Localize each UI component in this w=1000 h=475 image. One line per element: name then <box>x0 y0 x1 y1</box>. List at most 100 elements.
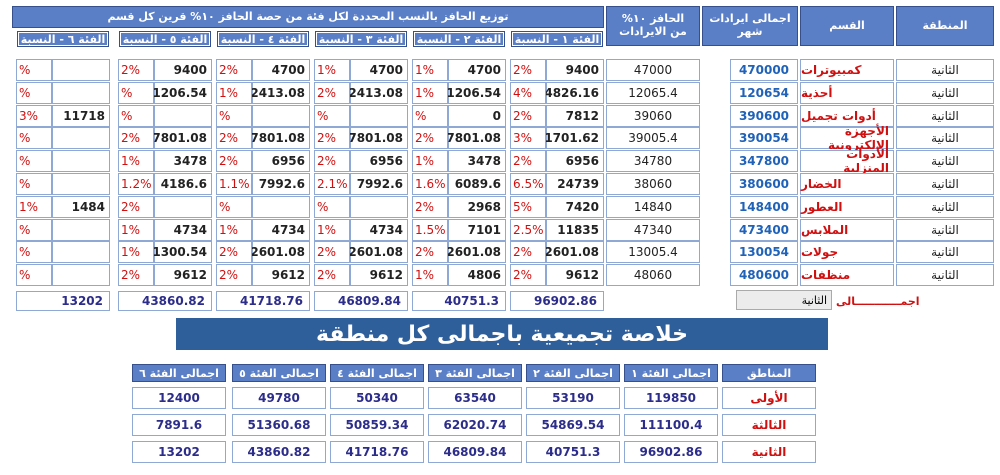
cell-incentive: 47000 <box>606 59 700 81</box>
cell-group-3-percent[interactable]: 2% <box>314 82 350 104</box>
cell-group-2-percent[interactable]: 2% <box>412 196 448 218</box>
cell-group-2-percent[interactable]: 2% <box>412 241 448 263</box>
cell-group-1-percent[interactable]: 4% <box>510 82 546 104</box>
cell-group-2-percent[interactable]: 1.6% <box>412 173 448 195</box>
cell-group-6-percent[interactable]: % <box>16 241 52 263</box>
cell-group-6-percent[interactable]: % <box>16 82 52 104</box>
cell-group-5-value: 1300.54 <box>152 241 212 263</box>
summary-header-group-1: اجمالى الفئة ١ <box>624 364 718 382</box>
cell-section: الخضار <box>800 173 894 195</box>
cell-revenue[interactable]: 390054 <box>730 127 798 149</box>
cell-group-5-percent[interactable]: 2% <box>118 59 154 81</box>
cell-group-2-percent[interactable]: 1% <box>412 59 448 81</box>
cell-group-1-percent[interactable]: 3% <box>510 127 546 149</box>
cell-group-5-percent[interactable]: 1% <box>118 219 154 241</box>
cell-group-4-value: 2413.08 <box>250 82 310 104</box>
cell-group-4-value: 4700 <box>252 59 310 81</box>
totals-label: اجمــــــــــــالى <box>836 294 920 308</box>
cell-group-2-percent[interactable]: 1% <box>412 82 448 104</box>
cell-group-3-percent[interactable]: 1% <box>314 219 350 241</box>
cell-group-1-value: 24739 <box>546 173 604 195</box>
cell-group-4-percent[interactable]: 2% <box>216 59 252 81</box>
cell-group-3-percent[interactable]: 1% <box>314 59 350 81</box>
cell-group-4-value: 7992.6 <box>252 173 310 195</box>
cell-group-5-value: 3478 <box>154 150 212 172</box>
cell-group-4-percent[interactable]: 2% <box>216 150 252 172</box>
cell-group-3-percent[interactable]: 2.1% <box>314 173 350 195</box>
cell-group-4-value: 6956 <box>252 150 310 172</box>
cell-group-2-percent[interactable]: 1% <box>412 150 448 172</box>
cell-revenue[interactable]: 347800 <box>730 150 798 172</box>
cell-group-1-value: 9400 <box>546 59 604 81</box>
cell-group-5-percent[interactable]: 2% <box>118 264 154 286</box>
cell-group-5-percent[interactable]: % <box>118 82 154 104</box>
cell-group-5-percent[interactable]: % <box>118 105 154 127</box>
cell-group-6-value <box>52 264 110 286</box>
cell-group-1-percent[interactable]: 2.5% <box>510 219 546 241</box>
cell-group-5-value: 1206.54 <box>152 82 212 104</box>
cell-group-5-percent[interactable]: 1% <box>118 241 154 263</box>
cell-group-6-percent[interactable]: % <box>16 127 52 149</box>
cell-group-5-percent[interactable]: 2% <box>118 196 154 218</box>
cell-group-6-percent[interactable]: % <box>16 150 52 172</box>
cell-group-5-value: 7801.08 <box>152 127 212 149</box>
cell-group-3-value: 7992.6 <box>350 173 408 195</box>
cell-revenue[interactable]: 130054 <box>730 241 798 263</box>
cell-revenue[interactable]: 390600 <box>730 105 798 127</box>
cell-group-3-percent[interactable]: 2% <box>314 150 350 172</box>
cell-group-4-percent[interactable]: % <box>216 105 252 127</box>
cell-group-1-percent[interactable]: 5% <box>510 196 546 218</box>
cell-revenue[interactable]: 148400 <box>730 196 798 218</box>
cell-region: الثانية <box>896 196 994 218</box>
summary-header-group-3: اجمالى الفئة ٣ <box>428 364 522 382</box>
header-group-5: الفئة ٥ - النسبة <box>119 31 211 47</box>
cell-section: الأجهزة الإلكترونية <box>800 124 894 152</box>
cell-section: كمبيوترات <box>800 59 894 81</box>
total-group-2: 40751.3 <box>412 291 506 311</box>
cell-group-3-percent[interactable]: % <box>314 196 350 218</box>
cell-revenue[interactable]: 120654 <box>730 82 798 104</box>
cell-group-2-percent[interactable]: 1.5% <box>412 219 448 241</box>
cell-group-6-percent[interactable]: % <box>16 264 52 286</box>
cell-group-4-percent[interactable]: 1.1% <box>216 173 252 195</box>
cell-incentive: 47340 <box>606 219 700 241</box>
cell-group-2-percent[interactable]: % <box>412 105 448 127</box>
cell-group-4-percent[interactable]: 2% <box>216 241 252 263</box>
cell-group-1-percent[interactable]: 2% <box>510 150 546 172</box>
cell-group-6-percent[interactable]: % <box>16 219 52 241</box>
cell-group-2-percent[interactable]: 2% <box>412 127 448 149</box>
cell-group-1-percent[interactable]: 6.5% <box>510 173 546 195</box>
cell-group-1-percent[interactable]: 2% <box>510 105 546 127</box>
cell-revenue[interactable]: 470000 <box>730 59 798 81</box>
cell-group-3-percent[interactable]: % <box>314 105 350 127</box>
cell-group-6-percent[interactable]: % <box>16 59 52 81</box>
cell-group-6-percent[interactable]: 3% <box>16 105 52 127</box>
cell-group-5-percent[interactable]: 1% <box>118 150 154 172</box>
cell-group-1-percent[interactable]: 2% <box>510 59 546 81</box>
cell-revenue[interactable]: 380600 <box>730 173 798 195</box>
cell-group-6-percent[interactable]: % <box>16 173 52 195</box>
cell-group-4-value: 9612 <box>252 264 310 286</box>
cell-group-4-percent[interactable]: % <box>216 196 252 218</box>
cell-group-3-percent[interactable]: 2% <box>314 127 350 149</box>
cell-group-5-percent[interactable]: 1.2% <box>118 173 154 195</box>
cell-group-4-percent[interactable]: 2% <box>216 264 252 286</box>
cell-group-4-percent[interactable]: 1% <box>216 82 252 104</box>
cell-group-2-value: 2968 <box>448 196 506 218</box>
cell-revenue[interactable]: 480600 <box>730 264 798 286</box>
cell-group-5-percent[interactable]: 2% <box>118 127 154 149</box>
cell-group-6-percent[interactable]: 1% <box>16 196 52 218</box>
totals-region-select[interactable]: الثانية <box>736 290 832 310</box>
cell-group-2-percent[interactable]: 1% <box>412 264 448 286</box>
cell-group-3-percent[interactable]: 2% <box>314 264 350 286</box>
header-group-6: الفئة ٦ - النسبة <box>17 31 109 47</box>
cell-group-1-percent[interactable]: 2% <box>510 241 546 263</box>
summary-cell-group-1: 96902.86 <box>624 441 718 463</box>
cell-group-1-percent[interactable]: 2% <box>510 264 546 286</box>
cell-group-4-percent[interactable]: 2% <box>216 127 252 149</box>
cell-revenue[interactable]: 473400 <box>730 219 798 241</box>
cell-group-3-percent[interactable]: 2% <box>314 241 350 263</box>
cell-group-4-percent[interactable]: 1% <box>216 219 252 241</box>
cell-group-2-value: 6089.6 <box>448 173 506 195</box>
summary-cell-region: الثالثة <box>722 414 816 436</box>
